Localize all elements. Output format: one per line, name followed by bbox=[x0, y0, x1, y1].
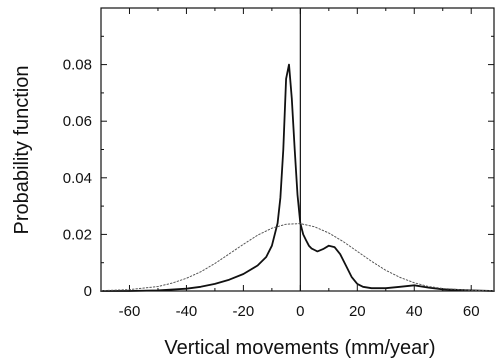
y-tick-label: 0.06 bbox=[63, 113, 92, 130]
y-axis-title: Probability function bbox=[11, 66, 33, 235]
x-tick-label: -60 bbox=[119, 303, 141, 320]
x-tick-label: 20 bbox=[349, 303, 366, 320]
plot-area-frame bbox=[100, 7, 495, 292]
x-tick-label: 0 bbox=[296, 303, 304, 320]
series-line-dotted bbox=[100, 223, 495, 292]
x-tick-label: -40 bbox=[176, 303, 198, 320]
y-tick-label: 0.08 bbox=[63, 57, 92, 74]
x-tick-label: 60 bbox=[463, 303, 480, 320]
series-line-solid bbox=[100, 63, 495, 292]
y-tick-label: 0.02 bbox=[63, 226, 92, 243]
x-tick-label: 40 bbox=[406, 303, 423, 320]
y-tick-label: 0 bbox=[84, 283, 92, 300]
x-tick-label: -20 bbox=[233, 303, 255, 320]
y-tick-label: 0.04 bbox=[63, 170, 92, 187]
x-axis-title: Vertical movements (mm/year) bbox=[164, 337, 435, 359]
